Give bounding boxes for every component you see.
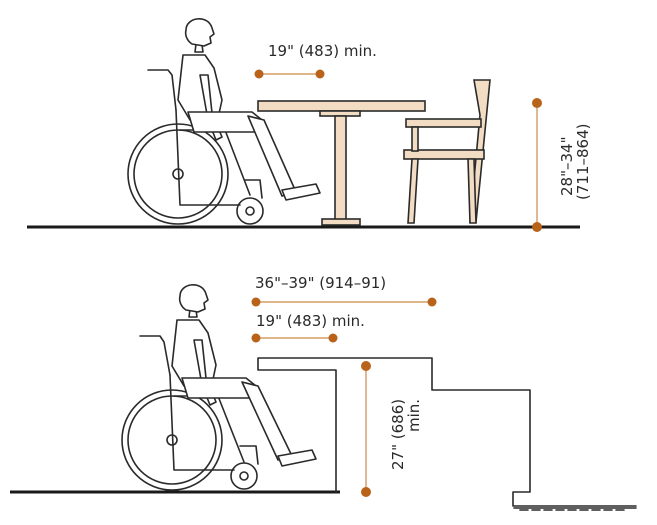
counter-floor-hatch [513,507,637,511]
table-height-dimension: 28"–34" (711–864) [532,98,592,232]
top-scene: 19" (483) min. 28"–34" (711–864) [27,18,592,232]
top-knee-clearance-label: 19" (483) min. [268,42,377,60]
counter-height-label-line2: min. [405,399,423,432]
dining-table [257,100,426,226]
side-chair [403,79,491,224]
bottom-knee-clearance-label: 19" (483) min. [256,312,365,330]
top-knee-clearance-dimension: 19" (483) min. [254,42,377,79]
large-wheel [127,123,229,225]
table-height-label-line2: (711–864) [574,124,592,200]
table-height-label-line1: 28"–34" [558,137,576,196]
counter-depth-dimension: 36"–39" (914–91) [251,274,437,307]
counter-height-dimension: 27" (686) min. [361,361,423,497]
bottom-scene: 36"–39" (914–91) 19" (483) min. 27" (686… [10,274,637,511]
counter-outline [257,357,637,507]
wheelchair-user-seated-at-table [127,18,321,225]
counter-depth-label: 36"–39" (914–91) [255,274,386,292]
bottom-knee-clearance-dimension: 19" (483) min. [251,312,365,343]
wheelchair-user-at-counter [121,284,317,491]
large-wheel [121,389,223,491]
counter-height-label-line1: 27" (686) [389,399,407,470]
